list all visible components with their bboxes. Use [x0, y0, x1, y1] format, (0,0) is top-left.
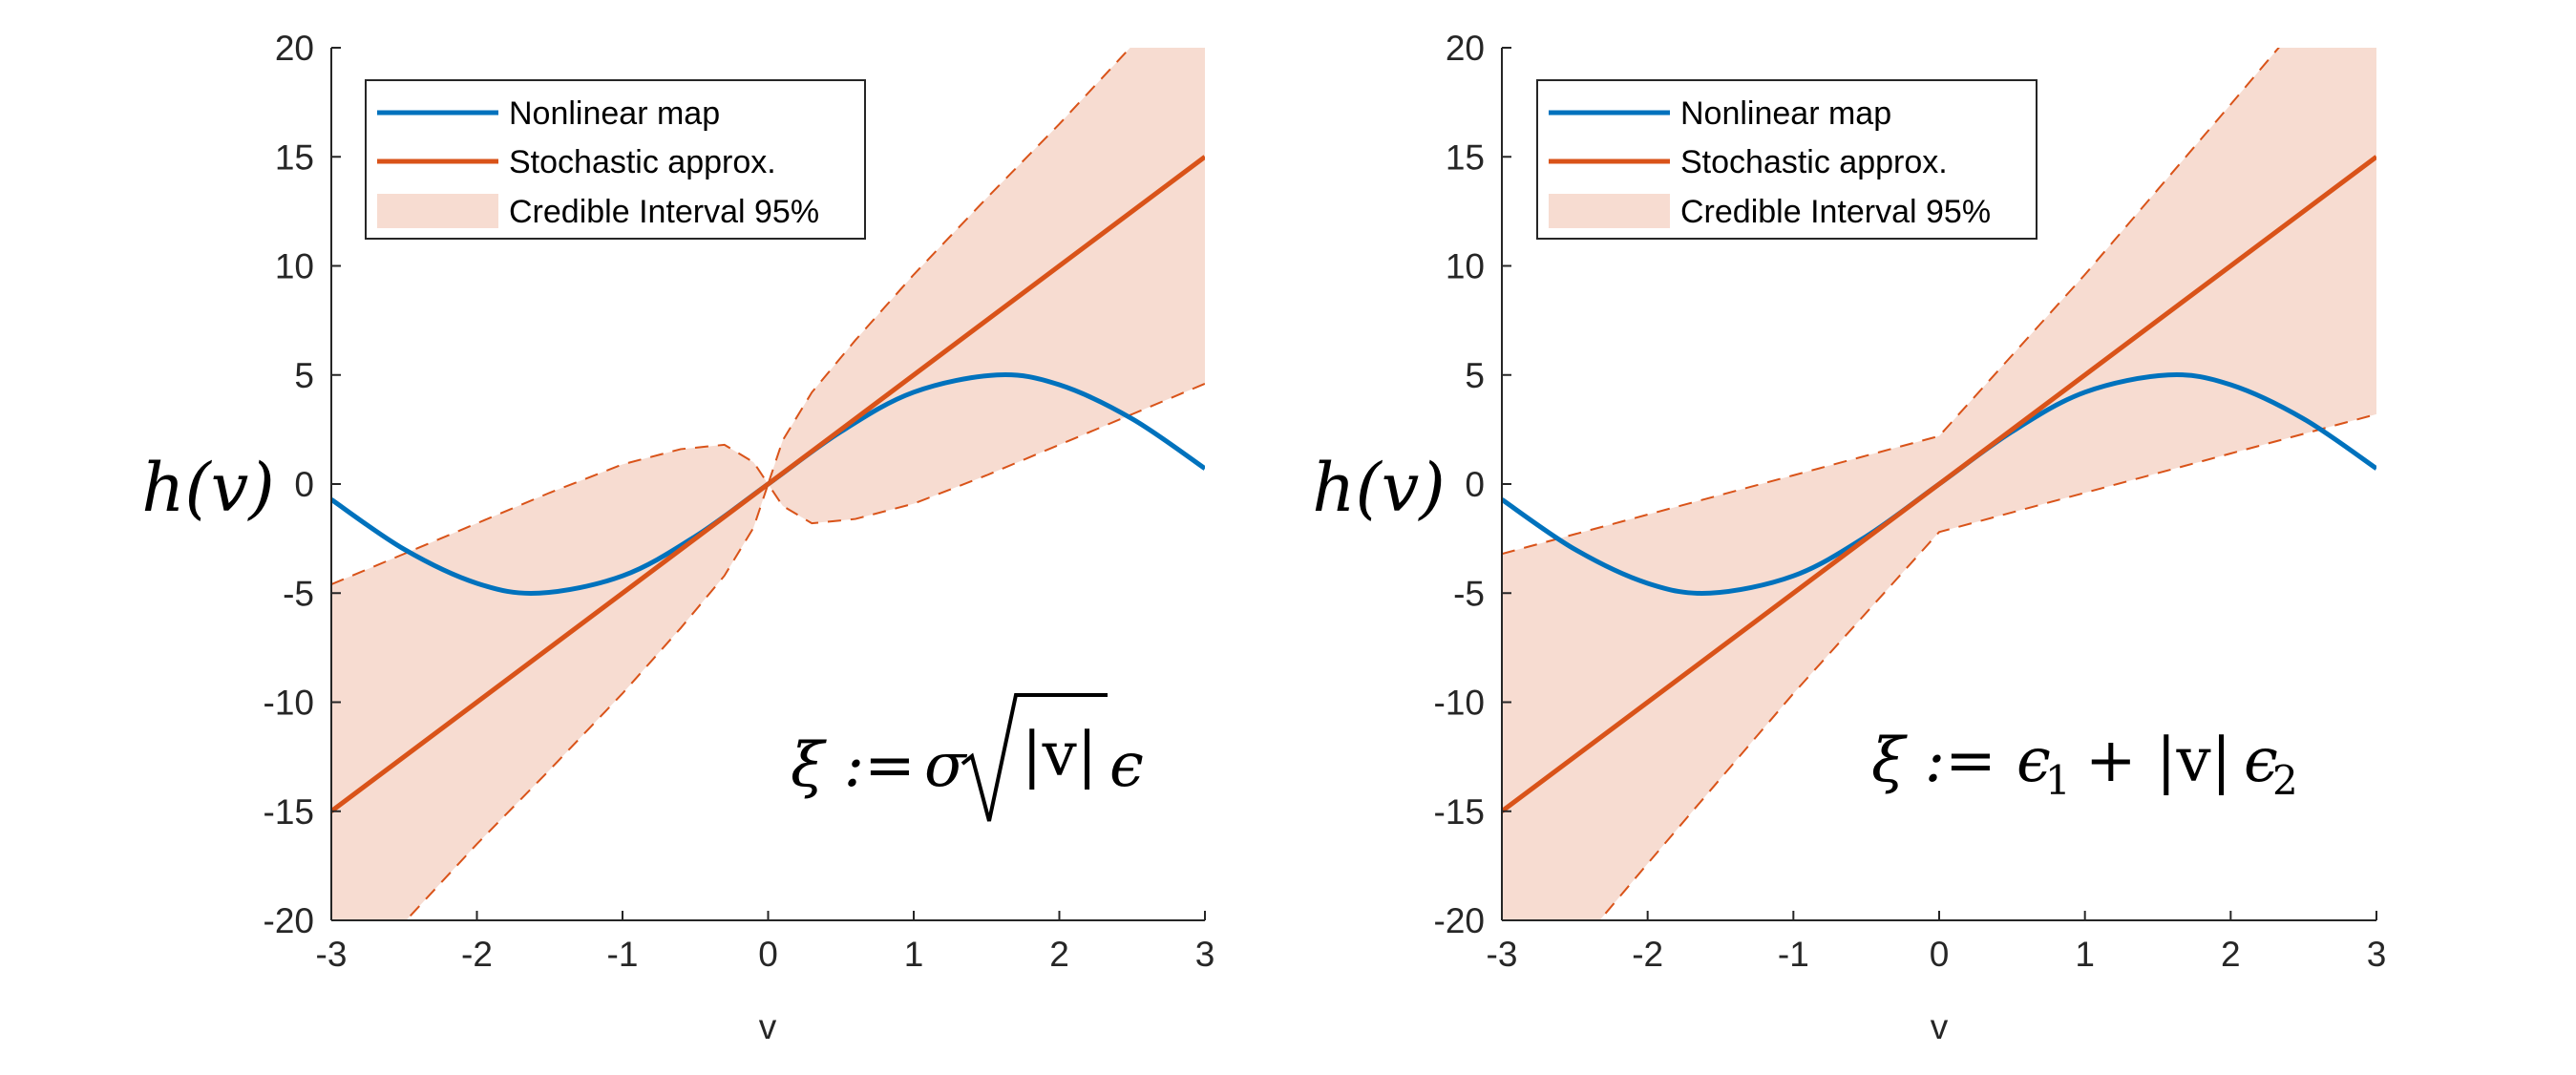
- y-tick-label: 10: [1446, 247, 1485, 286]
- formula-subscript-1: 1: [2045, 757, 2071, 804]
- y-tick-labels: 20 15 10 5 0 -5 -10 -15 -20: [1434, 29, 1485, 940]
- y-tick-label: -5: [283, 574, 314, 613]
- x-tick-label: -2: [1632, 935, 1663, 974]
- formula-annotation: ξ := σ |v| ϵ: [791, 693, 1144, 822]
- formula-prefix: ξ :=: [791, 730, 916, 801]
- line-layer: [331, 155, 1205, 813]
- x-tick-label: 0: [758, 935, 778, 974]
- x-tick-label: -1: [1778, 935, 1809, 974]
- legend-label-nonlinear: Nonlinear map: [1680, 95, 1891, 132]
- series-line-stochastic-approx: [1502, 155, 2376, 813]
- x-axis-label: v: [1931, 1007, 1949, 1046]
- y-tick-label: 0: [294, 465, 314, 504]
- legend-label-band: Credible Interval 95%: [1680, 194, 1991, 230]
- x-tick-labels: -3 -2 -1 0 1 2 3: [1487, 935, 2387, 974]
- formula-epsilon-1: ϵ: [2016, 726, 2051, 796]
- x-tick-label: 3: [2367, 935, 2387, 974]
- band-lower-bound: [1598, 412, 2376, 920]
- x-tick-label: 3: [1195, 935, 1215, 974]
- formula-radicand: |v|: [1022, 720, 1097, 790]
- series-line-stochastic-approx: [331, 155, 1205, 813]
- x-tick-label: 2: [1049, 935, 1069, 974]
- y-axis-label: h(v): [141, 449, 274, 527]
- x-tick-label: -2: [461, 935, 493, 974]
- band-upper-bound: [331, 48, 1131, 586]
- y-tick-label: -5: [1453, 574, 1485, 613]
- formula-annotation: ξ := ϵ 1 + |v| ϵ 2: [1871, 726, 2298, 804]
- x-tick-label: 0: [1930, 935, 1950, 974]
- y-tick-label: -15: [264, 792, 314, 832]
- y-tick-label: 10: [275, 247, 314, 286]
- x-tick-label: -1: [607, 935, 639, 974]
- formula-epsilon-2: ϵ: [2244, 726, 2278, 796]
- y-tick-labels: 20 15 10 5 0 -5 -10 -15 -20: [264, 29, 314, 940]
- formula-middle: + |v|: [2085, 726, 2231, 796]
- x-axis-label: v: [759, 1007, 777, 1046]
- x-tick-label: -3: [1487, 935, 1518, 974]
- formula-sigma: σ: [924, 730, 968, 801]
- band-upper-bound: [1502, 48, 2280, 556]
- legend: Nonlinear map Stochastic approx. Credibl…: [365, 79, 866, 240]
- axes-layer: [1501, 47, 2377, 921]
- legend-label-band: Credible Interval 95%: [509, 194, 819, 230]
- y-tick-label: -15: [1434, 792, 1485, 832]
- x-tick-label: 2: [2221, 935, 2241, 974]
- x-tick-label: 1: [2075, 935, 2095, 974]
- y-tick-label: 15: [275, 137, 314, 177]
- axes-layer: [330, 47, 1206, 921]
- y-tick-label: 15: [1446, 137, 1485, 177]
- y-tick-label: 20: [275, 29, 314, 68]
- formula-prefix: ξ :=: [1871, 726, 1996, 796]
- y-tick-label: -20: [264, 901, 314, 940]
- y-tick-label: 5: [294, 356, 314, 395]
- formula-subscript-2: 2: [2272, 757, 2298, 804]
- y-tick-label: 20: [1446, 29, 1485, 68]
- y-tick-label: -20: [1434, 901, 1485, 940]
- x-tick-labels: -3 -2 -1 0 1 2 3: [316, 935, 1215, 974]
- band-lower-bound: [405, 382, 1205, 920]
- legend: Nonlinear map Stochastic approx. Credibl…: [1536, 79, 2038, 240]
- legend-label-nonlinear: Nonlinear map: [509, 95, 720, 132]
- formula-radical-sign: [961, 693, 1108, 822]
- y-axis-label: h(v): [1312, 449, 1445, 527]
- formula-epsilon: ϵ: [1109, 730, 1144, 801]
- legend-swatch-band: [377, 194, 498, 228]
- y-tick-label: -10: [264, 684, 314, 723]
- legend-label-stochastic: Stochastic approx.: [509, 144, 776, 180]
- legend-swatch-band: [1549, 194, 1670, 228]
- y-tick-label: 0: [1465, 465, 1485, 504]
- x-tick-label: -3: [316, 935, 348, 974]
- y-tick-label: -10: [1434, 684, 1485, 723]
- x-tick-label: 1: [904, 935, 924, 974]
- legend-label-stochastic: Stochastic approx.: [1680, 144, 1948, 180]
- line-layer: [1502, 155, 2376, 813]
- y-tick-label: 5: [1465, 356, 1485, 395]
